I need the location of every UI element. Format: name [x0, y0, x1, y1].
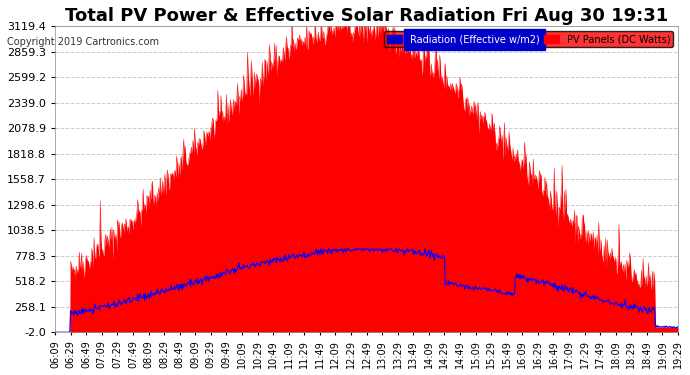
Legend: Radiation (Effective w/m2), PV Panels (DC Watts): Radiation (Effective w/m2), PV Panels (D…: [384, 32, 673, 47]
Title: Total PV Power & Effective Solar Radiation Fri Aug 30 19:31: Total PV Power & Effective Solar Radiati…: [65, 7, 668, 25]
Text: Copyright 2019 Cartronics.com: Copyright 2019 Cartronics.com: [7, 37, 159, 47]
